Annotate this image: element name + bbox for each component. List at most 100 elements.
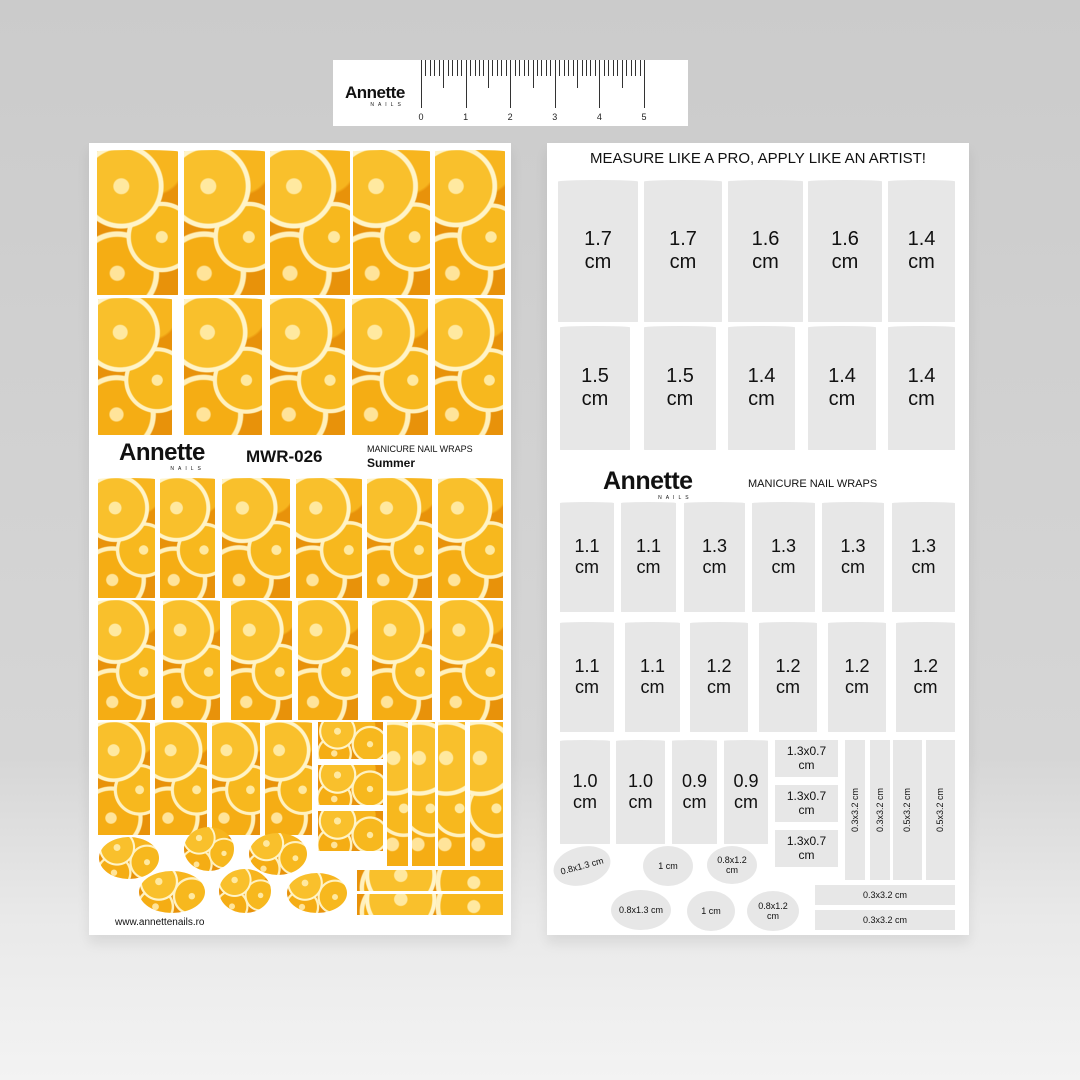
unit-label: cm <box>845 677 869 697</box>
ruler-tick <box>586 60 588 76</box>
unit-label: cm <box>640 677 665 697</box>
ruler-tick <box>501 60 503 76</box>
ruler-number: 2 <box>507 112 513 122</box>
orange-oval-wrap <box>249 833 307 875</box>
size-label: 1 cm <box>658 860 678 871</box>
orange-nail-wrap <box>163 600 220 720</box>
size-label: 1.5 <box>581 365 609 387</box>
nail-template: 0.9 cm <box>724 740 768 844</box>
ruler-tick <box>443 60 445 88</box>
orange-oval-wrap <box>99 837 159 879</box>
orange-nail-wrap <box>212 722 260 835</box>
horizontal-strip-template: 0.3x3.2 cm <box>815 910 955 930</box>
nail-template: 1.1 cm <box>560 622 614 732</box>
nail-template: 1.4 cm <box>728 326 795 450</box>
orange-nail-wrap <box>231 600 292 720</box>
ruler-tick <box>568 60 570 76</box>
unit-label: cm <box>908 388 935 410</box>
ruler-tick <box>487 60 489 88</box>
unit-label: cm <box>666 388 694 410</box>
ruler-tick <box>514 60 516 76</box>
unit-label: cm <box>636 557 661 577</box>
size-label: 0.3x3.2 cm <box>862 889 908 900</box>
size-label: 1.1 <box>635 536 662 557</box>
ruler-tick <box>635 60 637 76</box>
product-name: MANICURE NAIL WRAPS <box>367 444 473 454</box>
ruler: Annette NAILS 0 1 2 3 4 5 <box>333 60 688 126</box>
ruler-tick <box>456 60 458 76</box>
size-label: 1.3x0.7 cm <box>786 833 827 862</box>
size-label: 0.3x3.2 cm <box>874 787 885 833</box>
orange-strip-wrap <box>387 722 408 866</box>
ruler-tick <box>425 60 427 76</box>
orange-nail-wrap <box>372 600 432 720</box>
product-code: MWR-026 <box>246 447 323 466</box>
orange-nail-wrap <box>353 150 430 295</box>
unit-label: cm <box>831 251 859 273</box>
ruler-tick <box>541 60 543 76</box>
website: www.annettenails.ro <box>115 917 205 928</box>
orange-nail-wrap <box>298 600 358 720</box>
orange-strip-wrap <box>412 722 435 866</box>
unit-label: cm <box>584 251 612 273</box>
orange-nail-wrap <box>435 150 505 295</box>
ruler-tick <box>590 60 592 76</box>
size-label: 1.3x0.7 cm <box>786 788 827 817</box>
unit-label: cm <box>581 388 609 410</box>
ruler-tick <box>483 60 485 76</box>
orange-oval-wrap <box>287 873 347 913</box>
oval-template: 1 cm <box>687 891 735 931</box>
ruler-tick <box>465 60 467 108</box>
unit-label: cm <box>828 388 856 410</box>
ruler-tick <box>545 60 547 76</box>
ruler-tick <box>532 60 534 88</box>
left-logo: Annette NAILS <box>119 439 205 473</box>
unit-label: cm <box>752 251 779 273</box>
size-label: 0.8x1.3 cm <box>618 904 664 915</box>
orange-nail-wrap <box>352 298 428 435</box>
orange-nail-wrap <box>438 478 503 598</box>
ruler-tick <box>554 60 556 108</box>
unit-label: cm <box>748 388 775 410</box>
unit-label: cm <box>908 251 935 273</box>
orange-nail-wrap <box>160 478 215 598</box>
collection-name: Summer <box>367 456 416 470</box>
ruler-tick <box>461 60 463 76</box>
size-label: 1.2 <box>775 656 801 677</box>
ruler-tick <box>438 60 440 76</box>
left-sheet: Annette NAILS MWR-026 MANICURE NAIL WRAPS… <box>89 143 511 935</box>
vertical-strip-template: 0.5x3.2 cm <box>926 740 955 880</box>
ruler-tick <box>434 60 436 76</box>
orange-rect-wrap <box>318 765 383 805</box>
unit-label: cm <box>911 557 936 577</box>
ruler-tick <box>478 60 480 76</box>
nail-template: 1.5 cm <box>644 326 716 450</box>
size-label: 1.2 <box>912 656 939 677</box>
ruler-tick <box>510 60 512 108</box>
headline: MEASURE LIKE A PRO, APPLY LIKE AN ARTIST… <box>590 150 926 167</box>
ruler-tick <box>639 60 641 76</box>
size-label: 0.8x1.2 cm <box>758 900 788 921</box>
nail-template: 1.3 cm <box>684 502 745 612</box>
ruler-tick <box>581 60 583 76</box>
size-label: 1.3 <box>910 536 937 557</box>
unit-label: cm <box>573 792 597 812</box>
nail-template: 1.2 cm <box>828 622 886 732</box>
oval-template: 0.8x1.2 cm <box>747 891 799 931</box>
nail-template: 1.1 cm <box>621 502 676 612</box>
ruler-tick <box>519 60 521 76</box>
ruler-tick <box>617 60 619 76</box>
size-label: 1.1 <box>574 656 600 677</box>
orange-nail-wrap <box>440 600 503 720</box>
right-logo: Annette NAILS <box>603 467 693 502</box>
orange-nail-wrap <box>367 478 432 598</box>
ruler-tick <box>536 60 538 76</box>
nail-template: 0.9 cm <box>672 740 717 844</box>
nail-template: 1.6 cm <box>808 180 882 322</box>
nail-template: 1.2 cm <box>896 622 955 732</box>
orange-nail-wrap <box>222 478 290 598</box>
ruler-tick <box>563 60 565 76</box>
size-label: 1.5 <box>666 365 694 387</box>
size-label: 1.7 <box>669 228 697 250</box>
size-label: 0.3x3.2 cm <box>862 914 908 925</box>
